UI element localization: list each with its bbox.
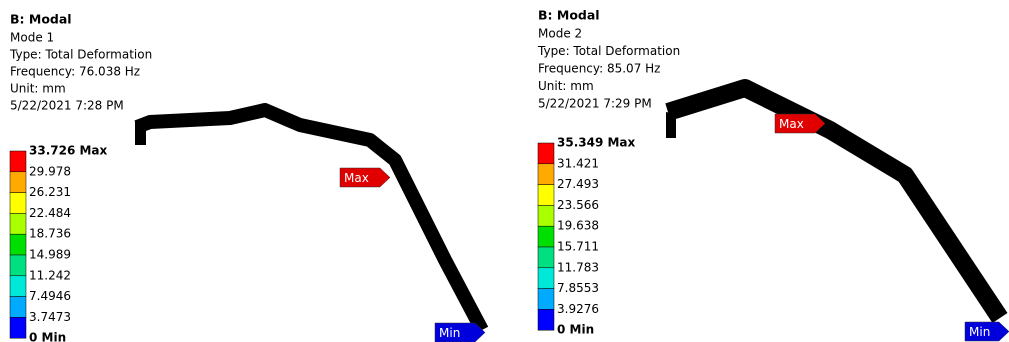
legend-label: 29.978: [29, 164, 71, 178]
legend-label: 26.231: [29, 185, 71, 199]
legend-swatch: [10, 297, 26, 318]
info-line: Mode 1: [10, 31, 54, 45]
screenshot: B: Modal Mode 1 Type: Total Deformation Fre…: [0, 0, 1009, 342]
info-line: Type: Total Deformation: [537, 44, 680, 58]
legend-swatch: [538, 226, 554, 247]
geometry-end: [666, 112, 676, 138]
result-panel: B: Modal Mode 1 Type: Total Deformation Fre…: [9, 12, 485, 342]
legend-label: 11.783: [557, 260, 599, 274]
legend-swatch: [538, 185, 554, 206]
legend-swatch: [538, 247, 554, 268]
geometry: [668, 88, 1000, 318]
legend-label: 27.493: [557, 177, 599, 191]
max-tag-label: Max: [344, 171, 369, 185]
legend-swatch: [10, 213, 26, 234]
info-line: 5/22/2021 7:29 PM: [538, 97, 652, 111]
max-tag-label: Max: [779, 117, 804, 131]
legend-swatch: [10, 276, 26, 297]
legend-swatch: [10, 151, 26, 172]
min-tag-label: Min: [969, 325, 990, 339]
legend-label: 23.566: [557, 198, 599, 212]
legend-swatch: [10, 234, 26, 255]
info-line: Unit: mm: [538, 79, 594, 93]
legend-label: 22.484: [29, 206, 71, 220]
legend-label: 14.989: [29, 248, 71, 262]
legend-swatch: [10, 255, 26, 276]
legend-label: 11.242: [29, 268, 71, 282]
result-panel: B: Modal Mode 2 Type: Total Deformation Fre…: [537, 8, 1009, 342]
legend-swatch: [538, 164, 554, 185]
legend-label: 19.638: [557, 219, 599, 233]
legend-swatch: [538, 289, 554, 310]
panel-title: B: Modal: [10, 12, 72, 27]
legend-label: 15.711: [557, 240, 599, 254]
legend-label: 35.349 Max: [557, 136, 636, 150]
legend-swatch: [10, 193, 26, 214]
legend-label: 33.726 Max: [29, 144, 108, 158]
legend-label: 0 Min: [557, 323, 594, 337]
info-line: Mode 2: [538, 27, 582, 41]
legend-swatch: [538, 205, 554, 226]
geometry-end: [135, 122, 146, 145]
legend-swatch: [538, 143, 554, 164]
panel-title: B: Modal: [538, 8, 600, 23]
legend-swatch: [538, 268, 554, 289]
legend-label: 7.4946: [29, 289, 71, 303]
legend-swatch: [10, 317, 26, 338]
info-line: Type: Total Deformation: [9, 48, 152, 62]
legend-label: 7.8553: [557, 281, 599, 295]
legend-label: 3.9276: [557, 302, 599, 316]
legend-swatch: [538, 309, 554, 330]
legend-label: 31.421: [557, 156, 599, 170]
info-line: Unit: mm: [10, 82, 66, 96]
legend-swatch: [10, 172, 26, 193]
info-line: Frequency: 85.07 Hz: [538, 62, 660, 76]
info-line: Frequency: 76.038 Hz: [10, 65, 140, 79]
legend-label: 3.7473: [29, 310, 71, 324]
min-tag-label: Min: [439, 326, 460, 340]
info-line: 5/22/2021 7:28 PM: [10, 99, 124, 113]
legend-label: 0 Min: [29, 331, 66, 342]
geometry: [137, 110, 482, 330]
legend-label: 18.736: [29, 227, 71, 241]
